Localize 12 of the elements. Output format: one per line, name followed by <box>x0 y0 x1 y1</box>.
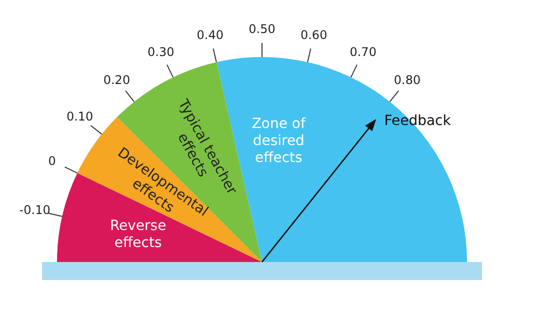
text: 0.70 <box>350 45 376 60</box>
text: 0.30 <box>148 45 174 60</box>
text: 0.60 <box>300 28 328 42</box>
text: -0.10 <box>19 203 50 218</box>
text: 0.20 <box>103 72 130 87</box>
text: 0.50 <box>248 22 276 36</box>
slice-label: Zone of desired effects <box>252 116 307 166</box>
text: 0.80 <box>394 72 421 87</box>
text: 0.40 <box>196 28 224 42</box>
text: 0 <box>48 154 56 168</box>
slice-label: Reverse effects <box>110 218 166 251</box>
text: 0.10 <box>66 110 94 124</box>
